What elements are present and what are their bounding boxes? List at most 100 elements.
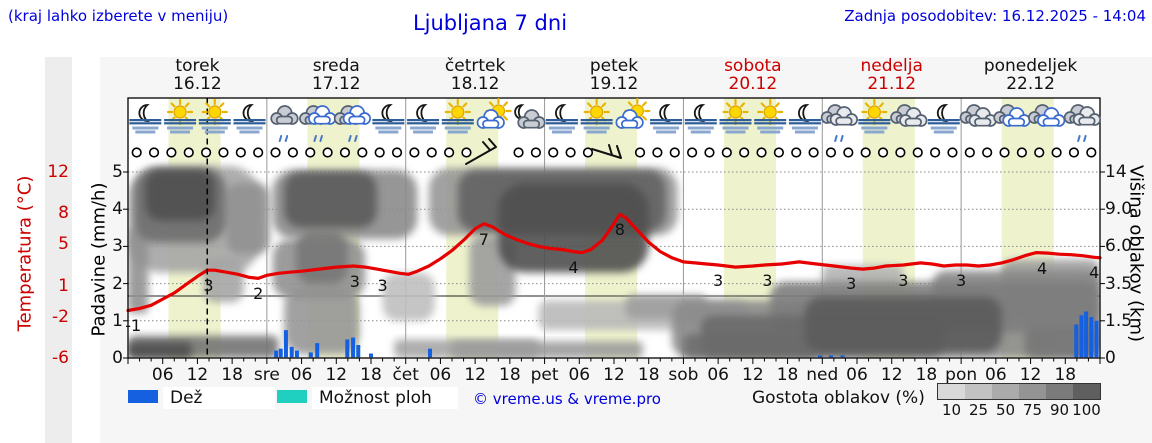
- weather-icon-sun-fog: [441, 98, 474, 134]
- wind-calm-icon: [201, 147, 212, 158]
- weather-icon-moon-fog: [927, 104, 960, 134]
- wind-calm-icon: [305, 147, 316, 158]
- cloud-height-tick-label: 1.5: [1105, 310, 1133, 331]
- weather-icon-sun-fog: [719, 98, 752, 134]
- fog-bank: [757, 126, 784, 130]
- wind-barb-shape: [591, 144, 622, 159]
- fog-bank: [725, 130, 746, 134]
- fog-bank: [375, 126, 402, 130]
- wind-calm-icon: [530, 147, 541, 158]
- sun-ray: [503, 101, 509, 107]
- sun-ray: [725, 102, 731, 108]
- wind-calm-icon: [513, 147, 524, 158]
- fog-bank: [444, 126, 471, 130]
- fog-line: [407, 119, 440, 122]
- fog-line: [858, 122, 891, 125]
- wind-calm-icon: [808, 147, 819, 158]
- fog-line: [650, 122, 683, 125]
- temperature-value-label: 3: [377, 276, 388, 296]
- wind-calm-icon: [582, 147, 594, 158]
- fog-line: [650, 119, 683, 122]
- rain-legend-label: Dež: [170, 388, 203, 408]
- sun-ray: [878, 102, 884, 108]
- drizzle-mark: [834, 135, 838, 142]
- time-axis-label: 18: [221, 365, 243, 385]
- weather-icon-moon-fog: [407, 104, 440, 134]
- legend-box: [163, 387, 275, 409]
- time-axis-label: 12: [325, 365, 348, 385]
- rain-bar: [289, 346, 294, 358]
- weather-icon-sun-fog: [858, 98, 891, 134]
- wind-barb-shape: [465, 138, 497, 165]
- time-axis-label: ned: [806, 365, 839, 385]
- weather-icon-sun-fog: [754, 98, 787, 134]
- fog-bank: [239, 130, 260, 134]
- cloud-blob: [128, 227, 149, 314]
- wind-calm-icon: [183, 147, 194, 158]
- wind-calm-icon: [877, 147, 889, 158]
- fog-bank: [413, 130, 434, 134]
- day-date: 22.12: [1006, 74, 1055, 94]
- cloud-density-label: Gostota oblakov (%): [752, 388, 925, 408]
- sun-ray: [503, 115, 509, 121]
- cloud-blob: [1024, 326, 1100, 358]
- cloud-base: [522, 119, 541, 129]
- sun-disc: [590, 105, 604, 119]
- weather-icon-sun-fog: [198, 98, 231, 134]
- temperature-tick-label: 8: [58, 203, 69, 224]
- sun-disc: [173, 105, 187, 119]
- temperature-scale-strip: [45, 57, 72, 443]
- day-name: torek: [175, 56, 220, 76]
- rain-bar: [1084, 311, 1089, 358]
- fog-bank: [201, 126, 228, 130]
- wind-calm-icon: [270, 147, 281, 158]
- day-date: 21.12: [867, 74, 917, 94]
- legend-box: [312, 387, 458, 409]
- fog-line: [754, 119, 787, 122]
- sun-ray: [184, 102, 190, 108]
- cloud-height-tick-label: 9.0: [1105, 199, 1133, 220]
- time-axis-label: 18: [360, 365, 382, 385]
- rain-bar: [840, 355, 845, 358]
- cloud-base: [904, 117, 922, 127]
- drizzle-mark: [348, 135, 352, 142]
- fog-bank: [687, 126, 714, 130]
- precip-tick-label: 2: [112, 273, 123, 294]
- fog-bank: [170, 130, 191, 134]
- sun-disc: [208, 105, 222, 119]
- temperature-value-label: -1: [125, 315, 142, 335]
- wind-calm-icon: [357, 147, 368, 158]
- copyright-link[interactable]: © vreme.us & vreme.pro: [473, 390, 661, 408]
- sun-ray: [641, 101, 647, 107]
- wind-calm-icon: [548, 147, 559, 158]
- cloud-base: [1007, 117, 1026, 127]
- wind-calm-icon: [825, 147, 837, 158]
- fog-bank: [167, 126, 194, 130]
- cloud-base: [835, 116, 853, 126]
- fog-bank: [791, 126, 818, 130]
- wind-calm-icon: [721, 147, 732, 158]
- rain-bar: [294, 350, 299, 358]
- time-axis-label: 12: [186, 365, 209, 385]
- rain-bar: [1074, 324, 1079, 358]
- time-axis-label: pon: [945, 365, 978, 385]
- temperature-value-label: 3: [713, 271, 724, 290]
- wind-calm-icon: [391, 147, 403, 158]
- time-axis-label: 06: [429, 365, 452, 385]
- sun-disc: [763, 105, 777, 119]
- cloud-blob: [804, 296, 1002, 353]
- cloud-base: [275, 115, 294, 125]
- fog-line: [372, 119, 405, 122]
- wind-calm-icon: [166, 147, 177, 158]
- precip-tick-label: 1: [112, 310, 123, 331]
- shower-legend-label: Možnost ploh: [319, 388, 432, 408]
- weather-icon-cloud-gray: [959, 104, 997, 127]
- temperature-value-label: 3: [956, 271, 967, 290]
- time-axis-label: 18: [637, 365, 660, 385]
- density-scale-segment: [938, 384, 965, 399]
- drizzle-mark: [1077, 135, 1081, 142]
- cloud-base: [1042, 117, 1060, 127]
- weather-icon-cloud-drizzle: [820, 104, 858, 142]
- weather-icon-moon-fog: [650, 104, 683, 134]
